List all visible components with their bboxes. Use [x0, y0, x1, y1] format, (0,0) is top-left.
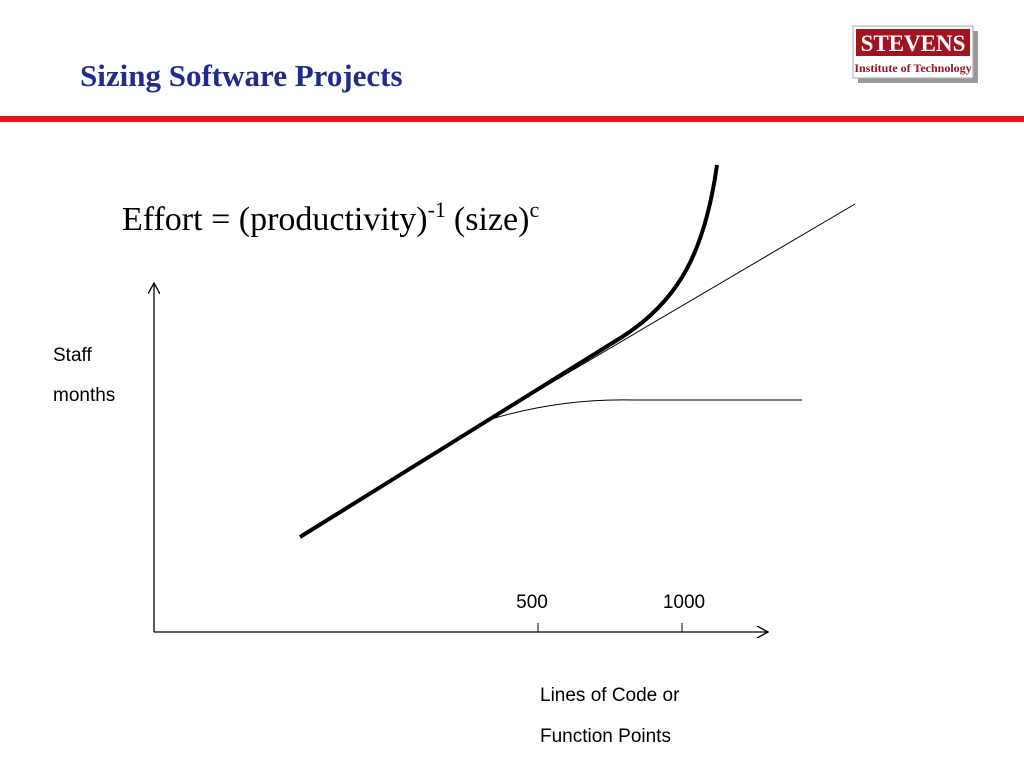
x-axis-label: Lines of Code or — [540, 685, 680, 706]
logo-name: STEVENS — [861, 31, 966, 56]
logo: STEVENS Institute of Technology — [852, 25, 978, 83]
formula: Effort = (productivity)-1 (size)c — [122, 197, 539, 238]
effort-curve — [298, 164, 719, 539]
formula-exponent: c — [529, 197, 539, 222]
x-tick-label: 500 — [516, 592, 548, 613]
formula-size: (size) — [454, 201, 530, 238]
flattening-curve — [487, 399, 802, 421]
formula-exponent: -1 — [428, 197, 446, 222]
x-axis-label: Function Points — [540, 726, 671, 747]
y-axis-label: Staff — [53, 345, 92, 366]
logo-band — [856, 29, 970, 56]
logo-subtitle: Institute of Technology — [854, 61, 971, 75]
slide-title: Sizing Software Projects — [80, 58, 403, 93]
x-tick-label: 1000 — [663, 592, 705, 613]
formula-base: Effort = (productivity) — [122, 201, 428, 238]
title-rule — [0, 116, 1024, 122]
y-axis-label: months — [53, 385, 115, 406]
